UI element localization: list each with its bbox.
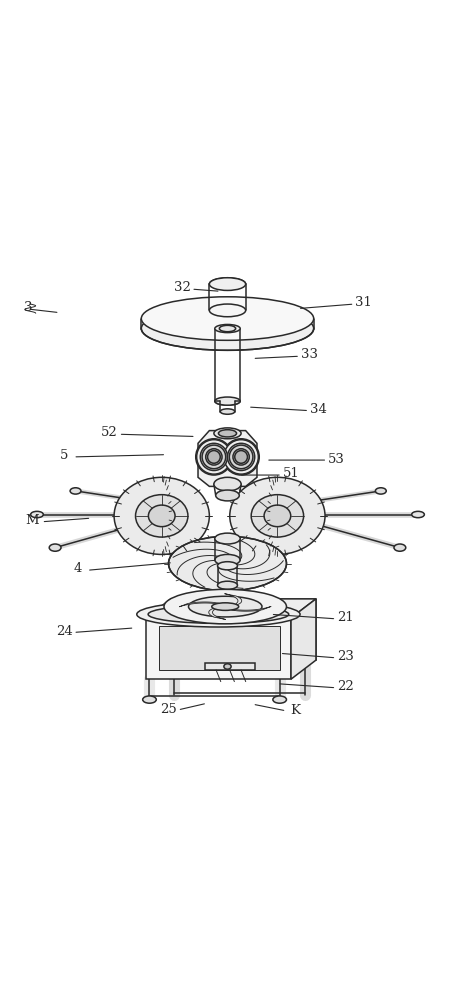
Ellipse shape	[264, 505, 291, 527]
Text: 53: 53	[328, 453, 345, 466]
Text: 4: 4	[74, 562, 82, 575]
Ellipse shape	[142, 297, 313, 340]
Ellipse shape	[207, 451, 220, 463]
Polygon shape	[179, 602, 219, 607]
Text: K: K	[291, 704, 301, 717]
Ellipse shape	[49, 544, 61, 551]
Polygon shape	[198, 431, 257, 486]
Ellipse shape	[251, 495, 303, 537]
Polygon shape	[225, 594, 242, 605]
Text: 51: 51	[283, 467, 299, 480]
Text: 32: 32	[174, 281, 191, 294]
Ellipse shape	[230, 477, 325, 554]
Ellipse shape	[214, 428, 241, 439]
Text: 3: 3	[24, 301, 32, 314]
Ellipse shape	[206, 449, 222, 465]
Ellipse shape	[223, 439, 259, 475]
Polygon shape	[168, 545, 287, 564]
Ellipse shape	[30, 511, 43, 518]
Ellipse shape	[196, 439, 232, 475]
Ellipse shape	[142, 307, 313, 350]
Text: 25: 25	[160, 703, 177, 716]
Ellipse shape	[148, 505, 175, 527]
Ellipse shape	[394, 544, 406, 551]
Ellipse shape	[202, 445, 226, 469]
Ellipse shape	[228, 443, 255, 471]
Ellipse shape	[375, 488, 386, 494]
Ellipse shape	[218, 430, 237, 437]
Text: 24: 24	[56, 625, 73, 638]
Ellipse shape	[114, 477, 209, 554]
Ellipse shape	[209, 304, 246, 317]
Ellipse shape	[215, 554, 240, 565]
Ellipse shape	[215, 324, 240, 333]
Ellipse shape	[212, 603, 239, 610]
Text: 31: 31	[355, 296, 372, 309]
Ellipse shape	[197, 440, 231, 474]
Ellipse shape	[412, 511, 425, 518]
Ellipse shape	[229, 445, 253, 469]
Text: M: M	[25, 514, 39, 527]
Text: 22: 22	[337, 680, 354, 693]
Ellipse shape	[233, 449, 249, 465]
Ellipse shape	[215, 397, 240, 405]
Ellipse shape	[209, 278, 246, 290]
Ellipse shape	[137, 602, 300, 627]
Polygon shape	[209, 608, 226, 620]
Polygon shape	[291, 599, 316, 679]
Ellipse shape	[219, 325, 236, 332]
Ellipse shape	[220, 409, 235, 414]
Ellipse shape	[216, 490, 239, 501]
Polygon shape	[146, 599, 316, 618]
Text: 23: 23	[337, 650, 354, 663]
Text: 52: 52	[101, 426, 118, 439]
Ellipse shape	[70, 488, 81, 494]
Ellipse shape	[214, 477, 241, 491]
Text: 5: 5	[60, 449, 68, 462]
Ellipse shape	[215, 533, 240, 544]
Text: 34: 34	[310, 403, 327, 416]
Ellipse shape	[200, 443, 228, 471]
Bar	[159, 626, 280, 670]
Text: 21: 21	[337, 611, 354, 624]
Ellipse shape	[143, 696, 156, 703]
Ellipse shape	[168, 536, 287, 591]
Ellipse shape	[217, 562, 238, 570]
Ellipse shape	[235, 451, 248, 463]
Ellipse shape	[164, 589, 287, 624]
Polygon shape	[146, 618, 291, 679]
Polygon shape	[205, 663, 255, 670]
Ellipse shape	[148, 605, 289, 623]
Text: 33: 33	[301, 348, 318, 361]
Ellipse shape	[136, 495, 188, 537]
Polygon shape	[231, 606, 271, 611]
Ellipse shape	[188, 596, 262, 617]
Ellipse shape	[224, 664, 231, 669]
Ellipse shape	[273, 696, 287, 703]
Ellipse shape	[224, 440, 258, 474]
Ellipse shape	[217, 581, 238, 589]
